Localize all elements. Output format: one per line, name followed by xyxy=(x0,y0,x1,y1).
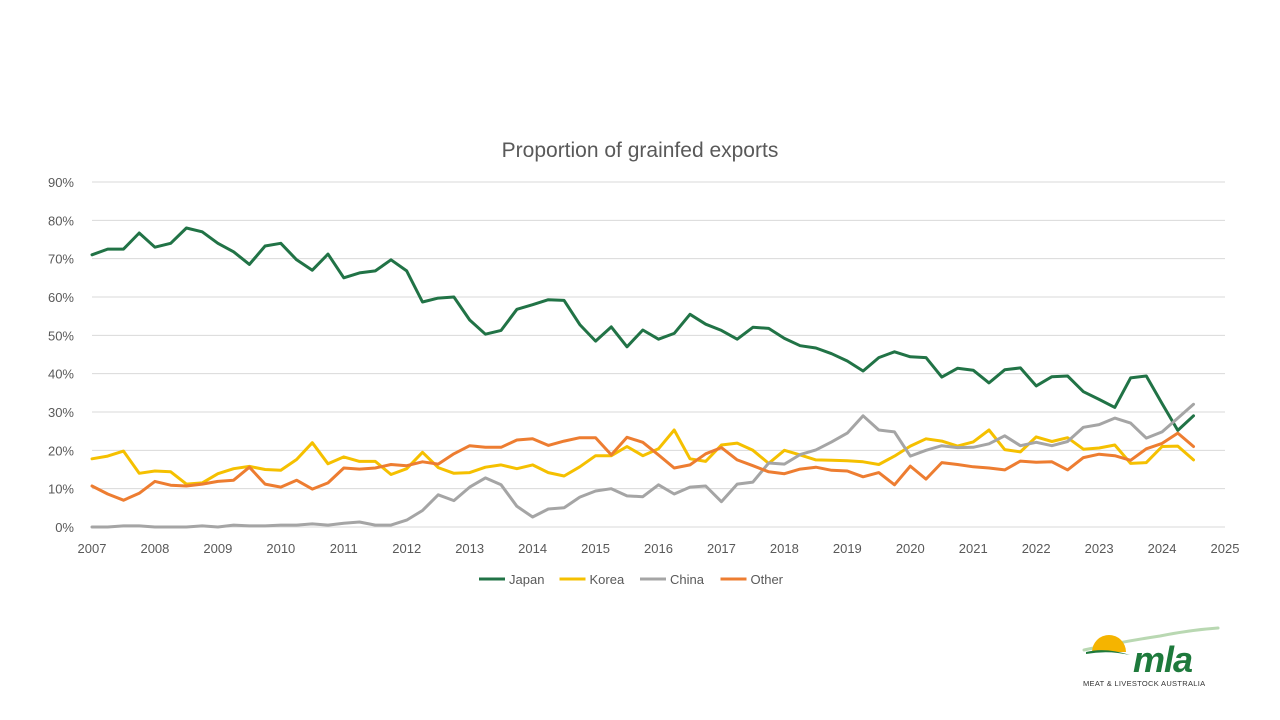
x-tick-label: 2014 xyxy=(518,541,547,556)
x-tick-label: 2013 xyxy=(455,541,484,556)
legend-label-china: China xyxy=(670,572,705,587)
x-tick-label: 2022 xyxy=(1022,541,1051,556)
y-tick-label: 0% xyxy=(55,520,74,535)
y-tick-label: 10% xyxy=(48,482,74,497)
y-tick-label: 60% xyxy=(48,290,74,305)
legend-label-other: Other xyxy=(751,572,784,587)
logo-sun-icon xyxy=(1092,635,1126,652)
y-tick-label: 80% xyxy=(48,213,74,228)
x-tick-label: 2010 xyxy=(266,541,295,556)
y-tick-label: 50% xyxy=(48,328,74,343)
x-tick-label: 2007 xyxy=(78,541,107,556)
series-line-japan xyxy=(90,226,1195,432)
x-axis-ticks: 2007 2008 2009 2010 2011 2012 2013 2014 2015 2016… xyxy=(78,541,1240,556)
gridlines xyxy=(92,181,1225,528)
series-lines xyxy=(90,226,1195,529)
x-tick-label: 2023 xyxy=(1085,541,1114,556)
x-tick-label: 2009 xyxy=(203,541,232,556)
legend-label-japan: Japan xyxy=(509,572,544,587)
y-tick-label: 90% xyxy=(48,175,74,190)
y-tick-label: 20% xyxy=(48,443,74,458)
legend-label-korea: Korea xyxy=(590,572,625,587)
legend: Japan Korea China Other xyxy=(479,572,784,587)
x-tick-label: 2016 xyxy=(644,541,673,556)
y-tick-label: 40% xyxy=(48,367,74,382)
series-line-china xyxy=(90,402,1195,529)
logo-text: mla xyxy=(1133,639,1193,680)
x-tick-label: 2024 xyxy=(1148,541,1177,556)
x-tick-label: 2025 xyxy=(1211,541,1240,556)
chart-title: Proportion of grainfed exports xyxy=(502,139,779,162)
series-line-korea xyxy=(90,428,1195,486)
logo-tagline: MEAT & LIVESTOCK AUSTRALIA xyxy=(1083,679,1206,688)
series-line-other xyxy=(90,431,1195,502)
x-tick-label: 2020 xyxy=(896,541,925,556)
y-tick-label: 70% xyxy=(48,252,74,267)
x-tick-label: 2015 xyxy=(581,541,610,556)
y-tick-label: 30% xyxy=(48,405,74,420)
logo-ground-icon xyxy=(1086,650,1130,655)
x-tick-label: 2008 xyxy=(140,541,169,556)
y-axis-ticks: 0% 10% 20% 30% 40% 50% 60% 70% 80% 90% xyxy=(48,175,74,535)
x-tick-label: 2011 xyxy=(330,541,358,556)
x-tick-label: 2017 xyxy=(707,541,736,556)
x-tick-label: 2018 xyxy=(770,541,799,556)
x-tick-label: 2021 xyxy=(959,541,988,556)
x-tick-label: 2012 xyxy=(392,541,421,556)
x-tick-label: 2019 xyxy=(833,541,862,556)
mla-logo xyxy=(1082,626,1220,655)
